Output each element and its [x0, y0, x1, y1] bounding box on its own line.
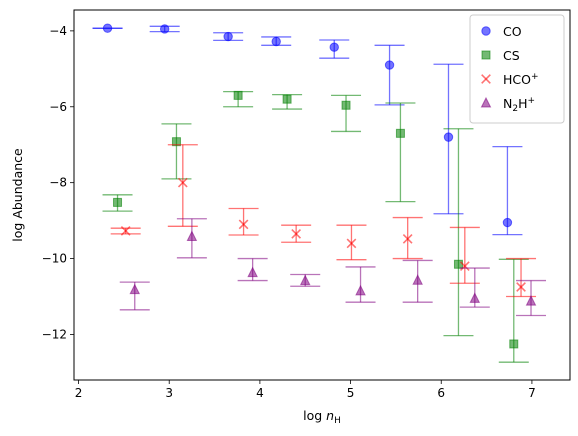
data-point	[341, 100, 351, 110]
y-tick-label: −6	[49, 100, 67, 114]
x-tick-label: 6	[437, 386, 445, 400]
legend-label: N2H+	[503, 96, 535, 114]
data-point	[129, 283, 141, 295]
y-tick-label: −10	[42, 252, 67, 266]
data-point	[502, 217, 513, 228]
data-point	[102, 23, 113, 33]
data-point	[516, 282, 526, 292]
data-point	[412, 274, 423, 285]
x-tick-label: 2	[75, 386, 83, 400]
data-point	[355, 284, 366, 296]
data-point	[509, 339, 519, 349]
x-tick-label: 5	[347, 386, 355, 400]
x-tick-label: 3	[165, 386, 173, 400]
data-point	[171, 137, 181, 147]
data-point	[459, 261, 470, 272]
legend-box	[469, 14, 565, 124]
legend: CO CS HCO+ N2H+	[469, 14, 565, 124]
data-point	[186, 230, 198, 242]
y-tick-label: −12	[42, 327, 67, 341]
axes-frame	[73, 9, 571, 381]
legend-label: CO	[503, 24, 522, 39]
data-point	[282, 94, 292, 104]
data-point	[159, 24, 170, 34]
y-axis-label: log Abundance	[10, 148, 25, 242]
series-circle	[92, 23, 523, 236]
data-point	[346, 238, 357, 249]
data-point	[395, 128, 405, 138]
data-point	[525, 294, 537, 306]
data-point	[329, 42, 339, 52]
data-point	[402, 233, 413, 244]
legend-label: HCO+	[503, 72, 539, 87]
data-point	[113, 197, 123, 207]
data-point	[238, 219, 249, 230]
x-axis-label: log nH	[303, 408, 341, 426]
legend-marker	[481, 50, 491, 60]
data-point	[299, 274, 311, 286]
series-triangle	[119, 218, 547, 317]
data-point	[223, 31, 233, 42]
data-point	[271, 36, 281, 47]
data-point	[384, 60, 395, 70]
legend-label: CS	[503, 48, 520, 63]
plot-area	[92, 23, 547, 363]
y-tick-label: −8	[49, 176, 67, 190]
data-point	[233, 90, 243, 100]
legend-marker	[480, 96, 492, 108]
y-tick-label: −4	[49, 24, 67, 38]
legend-marker	[481, 74, 491, 84]
series-square	[102, 90, 529, 363]
series-x	[110, 144, 537, 298]
data-point	[177, 177, 188, 188]
data-point	[443, 132, 454, 142]
axis-ticks: 2 3 4 5 6 7 −12 −10 −8 −6 −4	[42, 24, 536, 400]
x-tick-label: 4	[256, 386, 264, 400]
data-point	[291, 229, 302, 239]
data-point	[469, 292, 481, 303]
data-point	[247, 266, 258, 278]
x-tick-label: 7	[528, 386, 536, 400]
data-point	[120, 225, 131, 236]
data-point	[453, 259, 463, 269]
legend-marker	[481, 26, 491, 36]
